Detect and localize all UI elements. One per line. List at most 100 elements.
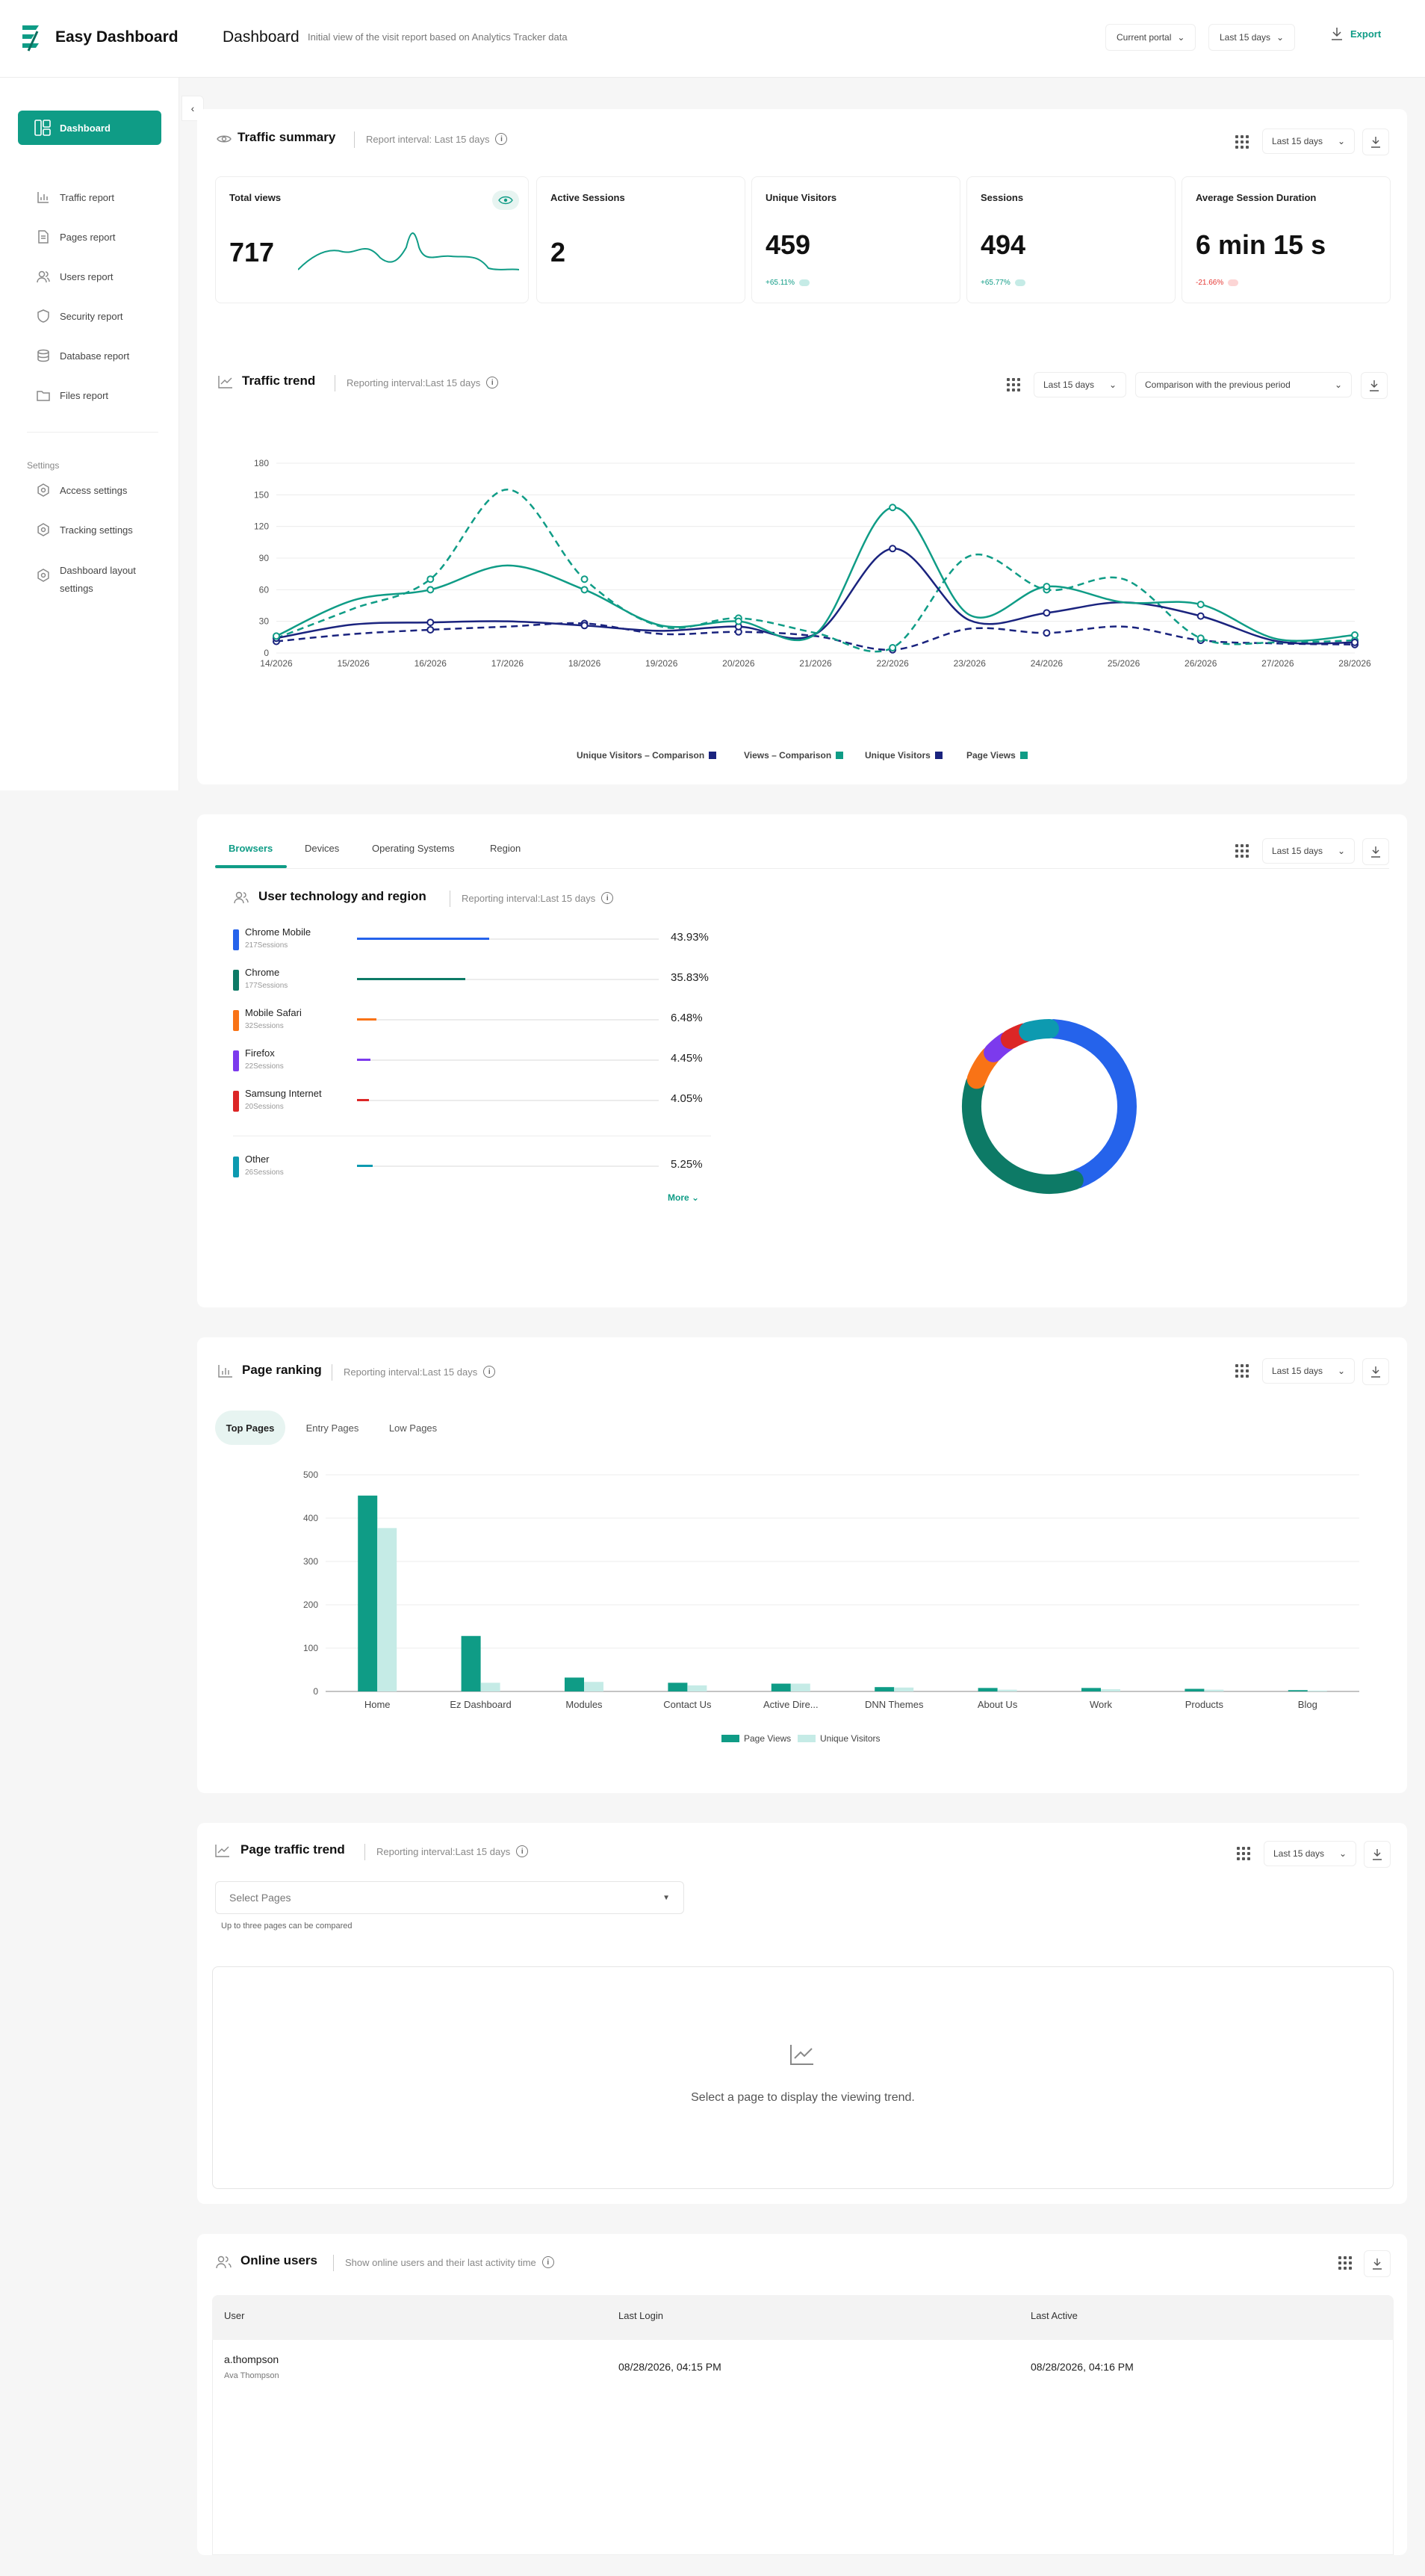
period-select[interactable]: Last 15 days ⌄ (1208, 24, 1296, 51)
donut-slice[interactable] (1044, 1019, 1137, 1189)
bar[interactable] (461, 1635, 481, 1691)
stat-card-average-session-duration[interactable]: Average Session Duration 6 min 15 s -21.… (1182, 176, 1391, 303)
grid-menu-icon[interactable] (1237, 1847, 1252, 1862)
page-ranking-period-select[interactable]: Last 15 days ⌄ (1262, 1358, 1355, 1384)
data-point[interactable] (580, 575, 589, 583)
legend-unique-visitors[interactable]: Unique Visitors (798, 1733, 880, 1744)
data-point[interactable] (889, 643, 897, 651)
select-pages-dropdown[interactable]: Select Pages ▼ (215, 1881, 684, 1914)
bar[interactable] (377, 1528, 397, 1691)
data-point[interactable] (1043, 583, 1051, 591)
sidebar-item-traffic-report[interactable]: Traffic report (36, 190, 114, 205)
browser-row[interactable]: Mobile Safari 32Sessions 6.48% (233, 1007, 711, 1037)
grid-menu-icon[interactable] (1338, 2256, 1353, 2271)
tab-entry-pages[interactable]: Entry Pages (296, 1411, 369, 1445)
bar[interactable] (565, 1677, 584, 1691)
portal-select[interactable]: Current portal ⌄ (1105, 24, 1196, 51)
bar[interactable] (480, 1682, 500, 1691)
export-button[interactable]: Export (1331, 27, 1381, 40)
collapse-sidebar-button[interactable]: ‹ (181, 96, 204, 121)
data-point[interactable] (1351, 638, 1359, 646)
traffic-trend-download-button[interactable] (1361, 372, 1388, 399)
bar[interactable] (1101, 1689, 1120, 1691)
column-header-last-login[interactable]: Last Login (618, 2310, 663, 2321)
donut-slice[interactable] (1019, 1019, 1059, 1041)
browser-row[interactable]: Samsung Internet 20Sessions 4.05% (233, 1088, 711, 1118)
bar[interactable] (584, 1682, 603, 1691)
legend-page-views[interactable]: Page Views (966, 750, 1028, 761)
stat-card-sessions[interactable]: Sessions 494 +65.77% (966, 176, 1176, 303)
browser-row[interactable]: Other 26Sessions 5.25% (233, 1154, 711, 1183)
page-traffic-period-select[interactable]: Last 15 days ⌄ (1264, 1841, 1356, 1866)
eye-icon[interactable] (492, 191, 519, 210)
data-point[interactable] (273, 632, 280, 640)
traffic-summary-period-select[interactable]: Last 15 days ⌄ (1262, 129, 1355, 154)
data-point[interactable] (426, 575, 435, 583)
bar[interactable] (668, 1682, 688, 1691)
stat-card-unique-visitors[interactable]: Unique Visitors 459 +65.11% (751, 176, 960, 303)
sidebar-item-dashboard-layout-settings[interactable]: Dashboard layout settings (36, 562, 155, 598)
grid-menu-icon[interactable] (1235, 844, 1250, 859)
legend-views-comparison[interactable]: Views – Comparison (744, 750, 844, 761)
data-point[interactable] (426, 586, 435, 594)
tech-download-button[interactable] (1362, 838, 1389, 865)
data-point[interactable] (1196, 612, 1205, 620)
legend-page-views[interactable]: Page Views (721, 1733, 791, 1744)
sidebar-item-dashboard[interactable]: Dashboard (18, 111, 161, 145)
stat-card-active-sessions[interactable]: Active Sessions 2 (536, 176, 745, 303)
browser-row[interactable]: Firefox 22Sessions 4.45% (233, 1047, 711, 1077)
data-point[interactable] (1196, 601, 1205, 609)
data-point[interactable] (1351, 631, 1359, 640)
legend-unique-visitors[interactable]: Unique Visitors (865, 750, 943, 761)
browser-row[interactable]: Chrome Mobile 217Sessions 43.93% (233, 926, 711, 956)
data-point[interactable] (734, 617, 742, 625)
tab-browsers[interactable]: Browsers (229, 843, 273, 854)
data-point[interactable] (1196, 634, 1205, 643)
sidebar-item-tracking-settings[interactable]: Tracking settings (36, 522, 133, 537)
sidebar-item-access-settings[interactable]: Access settings (36, 483, 127, 498)
legend-unique-visitors-comparison[interactable]: Unique Visitors – Comparison (577, 750, 717, 761)
grid-menu-icon[interactable] (1235, 1364, 1250, 1379)
more-button[interactable]: More ⌄ (668, 1192, 700, 1203)
donut-slice[interactable] (962, 1074, 1084, 1194)
bar[interactable] (875, 1687, 895, 1691)
traffic-summary-download-button[interactable] (1362, 129, 1389, 155)
bar[interactable] (894, 1687, 914, 1691)
tab-top-pages[interactable]: Top Pages (215, 1411, 285, 1445)
bar[interactable] (1081, 1688, 1101, 1691)
browser-row[interactable]: Chrome 177Sessions 35.83% (233, 967, 711, 997)
data-point[interactable] (426, 625, 435, 634)
column-header-user[interactable]: User (224, 2310, 245, 2321)
tab-low-pages[interactable]: Low Pages (378, 1411, 448, 1445)
stat-card-total-views[interactable]: Total views 717 (215, 176, 529, 303)
sidebar-item-security-report[interactable]: Security report (36, 309, 123, 323)
data-point[interactable] (889, 504, 897, 512)
bar[interactable] (687, 1685, 707, 1691)
tab-devices[interactable]: Devices (305, 843, 340, 854)
data-point[interactable] (1043, 609, 1051, 617)
sidebar-item-pages-report[interactable]: Pages report (36, 229, 115, 244)
bar[interactable] (358, 1495, 378, 1691)
bar[interactable] (997, 1689, 1017, 1691)
data-point[interactable] (889, 545, 897, 553)
sidebar-item-users-report[interactable]: Users report (36, 269, 114, 284)
tab-operating-systems[interactable]: Operating Systems (372, 843, 455, 854)
bar[interactable] (1204, 1689, 1224, 1691)
sidebar-item-database-report[interactable]: Database report (36, 348, 129, 363)
column-header-last-active[interactable]: Last Active (1031, 2310, 1078, 2321)
grid-menu-icon[interactable] (1235, 135, 1250, 150)
online-users-download-button[interactable] (1364, 2250, 1391, 2277)
grid-menu-icon[interactable] (1007, 378, 1022, 393)
page-traffic-download-button[interactable] (1364, 1841, 1391, 1868)
bar[interactable] (771, 1683, 791, 1691)
bar[interactable] (978, 1688, 998, 1691)
tech-period-select[interactable]: Last 15 days ⌄ (1262, 838, 1355, 864)
sidebar-item-files-report[interactable]: Files report (36, 388, 108, 403)
data-point[interactable] (426, 619, 435, 627)
tab-region[interactable]: Region (490, 843, 521, 854)
data-point[interactable] (580, 622, 589, 630)
page-ranking-download-button[interactable] (1362, 1358, 1389, 1385)
data-point[interactable] (580, 586, 589, 594)
bar[interactable] (1185, 1688, 1205, 1691)
comparison-select[interactable]: Comparison with the previous period ⌄ (1135, 372, 1352, 397)
